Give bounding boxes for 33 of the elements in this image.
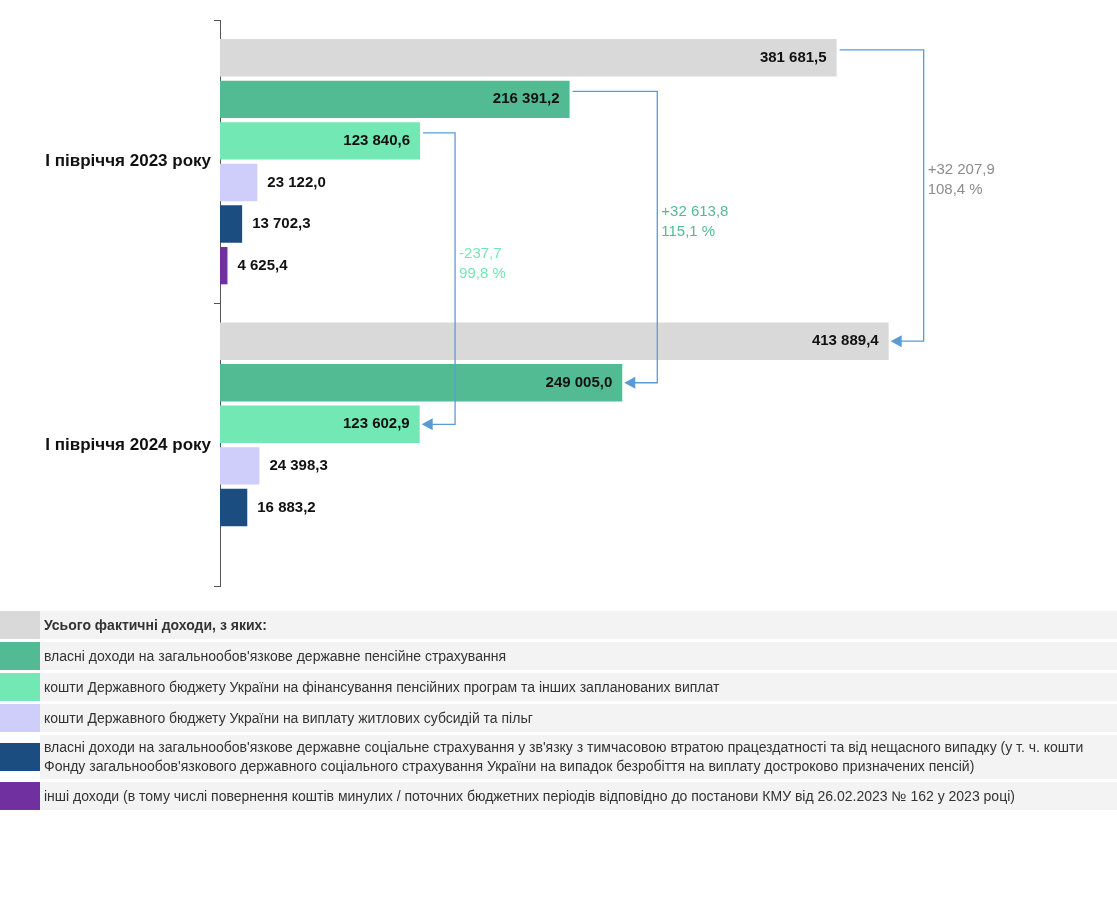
data-label: 381 681,5 (759, 47, 827, 65)
data-label: 123 602,9 (342, 414, 410, 432)
data-label: 216 391,2 (492, 89, 560, 107)
data-label: 16 883,2 (257, 497, 316, 515)
y-tick-label: І півріччя 2023 року (45, 151, 212, 171)
data-label: 413 889,4 (811, 331, 880, 349)
bar (220, 39, 837, 77)
bar (220, 322, 889, 360)
bar (220, 205, 243, 243)
data-label: 24 398,3 (269, 456, 328, 474)
bar (220, 122, 421, 160)
annotation: +32 613,8 115,1 % (661, 201, 729, 242)
legend-label: власні доходи на загальнообов'язкове державне пенсійне страхування (40, 642, 1117, 670)
text: +32 207,9 108,4 % (927, 159, 995, 200)
legend-label: власні доходи на загальнообов'язкове державне соціальне страхування у зв'язку з тимчасовою втратою працездатності та від нещасного випадку (у т. ч. кошти Фонду загальнообов'язкового державного соціального страхування України на випадок безробіття на виплату достроково призначених пенсій) (40, 735, 1117, 779)
legend-label: кошти Державного бюджету України на фінансування пенсійних програм та інших запланованих виплат (40, 673, 1117, 701)
data-label: 4 625,4 (237, 255, 289, 273)
bar (220, 246, 228, 285)
data-label: 249 005,0 (545, 372, 613, 390)
bar (220, 488, 248, 527)
bar (220, 405, 420, 444)
annotation: -237,7 99,8 % (459, 242, 506, 283)
data-label: 123 840,6 (343, 131, 411, 149)
bar (220, 163, 258, 202)
data-label: 23 122,0 (267, 172, 326, 190)
bar (220, 447, 260, 485)
y-tick-label: І півріччя 2024 року (45, 434, 212, 454)
bar (220, 80, 570, 119)
legend-label: Усього фактичні доходи, з яких: (40, 611, 1117, 639)
data-label: 13 702,3 (252, 214, 311, 232)
legend-label: інші доходи (в тому числі повернення коштів минулих / поточних бюджетних періодів відповідно до постанови КМУ від 26.02.2023 № 162 у 2023 році) (40, 782, 1117, 810)
bar (220, 364, 623, 402)
legend-label: кошти Державного бюджету України на виплату житлових субсидій та пільг (40, 704, 1117, 732)
